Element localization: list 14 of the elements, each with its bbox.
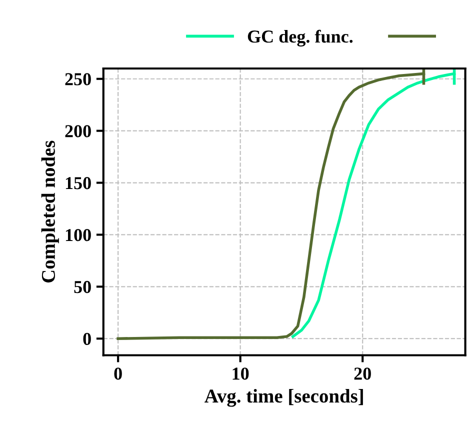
line-series <box>116 72 426 340</box>
x-tick-label: 0 <box>114 368 122 380</box>
legend-label: GC deg. func. <box>248 30 353 46</box>
y-tick-label: 0 <box>83 332 91 346</box>
y-tick-label: 50 <box>74 280 91 294</box>
x-tick-label: 20 <box>354 368 371 380</box>
y-tick-label: 200 <box>65 125 91 138</box>
y-tick-label: 150 <box>66 177 91 190</box>
x-tick-label: 10 <box>232 368 249 380</box>
x-axis-title: Avg. time [seconds] <box>204 388 363 407</box>
line-series <box>292 72 456 338</box>
y-tick-label: 100 <box>66 228 91 242</box>
y-axis-title: Completed nodes <box>41 140 59 282</box>
y-tick-label: 250 <box>65 73 91 86</box>
